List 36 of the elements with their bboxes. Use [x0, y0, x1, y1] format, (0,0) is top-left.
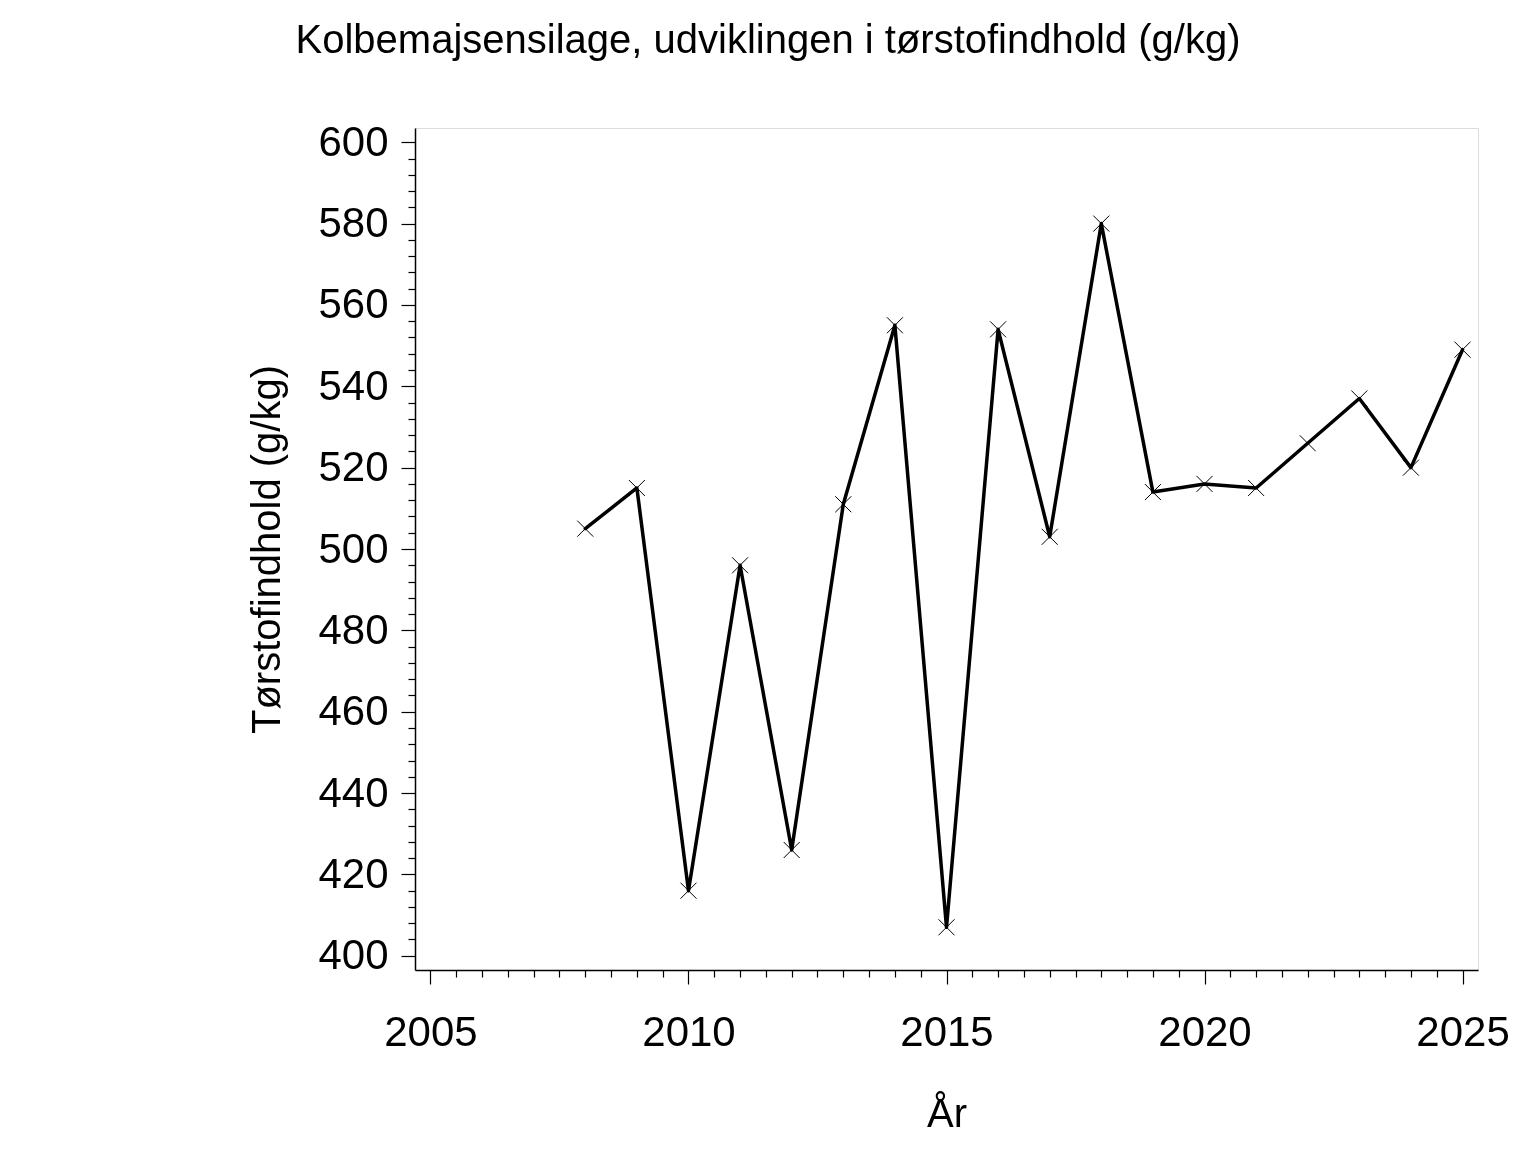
point [886, 316, 904, 334]
x-tick-label: 2005 [384, 1007, 478, 1055]
y-tick-label: 580 [318, 199, 389, 247]
y-tick-label: 400 [318, 931, 389, 979]
point [783, 841, 801, 859]
point [938, 918, 955, 936]
point [1402, 459, 1420, 477]
y-tick-label: 420 [318, 849, 389, 897]
y-tick-label: 520 [318, 443, 389, 491]
point [731, 556, 749, 574]
point [1144, 483, 1162, 501]
x-tick-label: 2020 [1158, 1007, 1252, 1055]
point [1196, 475, 1214, 493]
y-tick-label: 480 [318, 605, 389, 653]
y-tick-label: 460 [318, 687, 389, 735]
point [834, 495, 852, 513]
point [576, 520, 594, 538]
y-tick-label: 440 [318, 768, 389, 816]
y-axis-title: Tørstofindhold (g/kg) [244, 364, 289, 735]
y-tick-label: 500 [318, 524, 389, 572]
y-tick-label: 540 [318, 361, 389, 409]
chart-title: Kolbemajsensilage, udviklingen i tørstofindhold (g/kg) [295, 17, 1241, 62]
point [1041, 528, 1059, 546]
point [1454, 341, 1472, 359]
x-tick-label: 2025 [1416, 1007, 1510, 1055]
point [1092, 215, 1110, 233]
x-tick-label: 2015 [900, 1007, 994, 1055]
x-tick-label: 2010 [642, 1007, 736, 1055]
point [628, 479, 646, 497]
x-axis-title: År [927, 1090, 967, 1135]
y-tick-label: 600 [318, 117, 389, 165]
point [679, 882, 697, 900]
point [1247, 479, 1265, 497]
point [989, 320, 1007, 338]
y-tick-label: 560 [318, 280, 389, 328]
point [1350, 390, 1368, 407]
